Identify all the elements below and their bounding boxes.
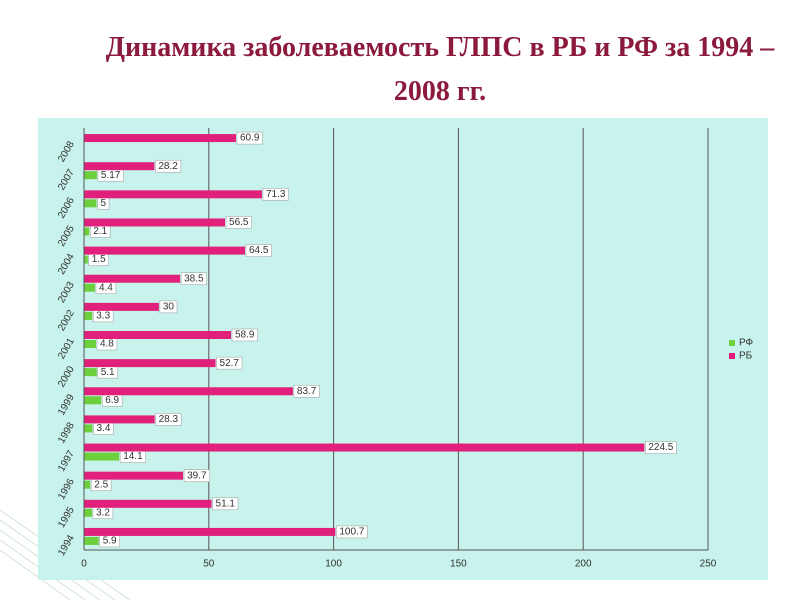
- x-tick-label: 150: [450, 559, 467, 570]
- bar: [84, 424, 93, 433]
- value-label: 2.1: [93, 226, 107, 237]
- value-label-box: [212, 497, 239, 511]
- value-label: 6.9: [105, 395, 119, 406]
- bar: [84, 536, 99, 545]
- value-label: 1.5: [92, 254, 106, 265]
- bar: [84, 471, 184, 480]
- x-tick-label: 200: [575, 559, 592, 570]
- value-label-box: [293, 385, 320, 398]
- bar: [84, 443, 645, 452]
- bar: [84, 331, 232, 339]
- value-label: 3.4: [96, 423, 110, 434]
- value-label: 83.7: [297, 386, 317, 397]
- value-label-box: [262, 188, 289, 201]
- bar: [84, 396, 102, 405]
- bar: [84, 302, 159, 311]
- x-tick-label: 100: [325, 559, 342, 570]
- value-label-box: [155, 413, 182, 426]
- bar: [84, 255, 88, 264]
- bar: [84, 359, 216, 368]
- value-label: 60.9: [240, 133, 260, 144]
- legend-swatch: [729, 353, 735, 359]
- value-label: 3.2: [96, 507, 110, 518]
- value-label: 64.5: [249, 245, 269, 256]
- value-label: 39.7: [187, 470, 207, 481]
- x-tick-label: 0: [81, 559, 87, 570]
- value-label: 56.5: [229, 217, 249, 228]
- value-label: 52.7: [220, 358, 240, 369]
- value-label-box: [231, 328, 258, 342]
- value-label-box: [159, 300, 178, 314]
- value-label-box: [336, 525, 368, 539]
- bar: [84, 274, 181, 283]
- value-label: 38.5: [184, 273, 204, 284]
- value-label: 58.9: [235, 330, 255, 341]
- value-label: 28.3: [159, 414, 179, 425]
- chart-panel: [38, 118, 768, 580]
- value-label-box: [155, 159, 182, 173]
- value-label: 14.1: [123, 451, 143, 462]
- bar: [84, 218, 226, 227]
- bar: [84, 452, 120, 461]
- chart-title: Динамика заболеваемость ГЛПС в РБ и РФ з…: [105, 32, 775, 107]
- bar: [84, 508, 92, 517]
- value-label: 100.7: [339, 527, 364, 538]
- value-label-box: [225, 216, 252, 229]
- bar: [84, 311, 93, 320]
- bar: [84, 387, 293, 396]
- value-label: 71.3: [266, 189, 286, 200]
- x-tick-label: 50: [203, 559, 215, 570]
- value-label: 4.4: [99, 282, 113, 293]
- bar: [84, 246, 245, 255]
- value-label: 30: [163, 302, 175, 313]
- bar: [84, 368, 97, 377]
- value-label-box: [236, 131, 263, 145]
- value-label-box: [645, 441, 677, 454]
- bar: [84, 283, 95, 292]
- legend-label: РБ: [739, 351, 753, 362]
- bar: [84, 227, 90, 236]
- bar: [84, 171, 97, 180]
- value-label-box: [216, 356, 243, 370]
- bar: [84, 499, 212, 508]
- value-label: 2.5: [94, 479, 108, 490]
- bar: [84, 134, 237, 143]
- legend-label: РФ: [739, 338, 754, 349]
- bar: [84, 199, 97, 208]
- value-label: 3.3: [96, 311, 110, 322]
- bar: [84, 162, 155, 171]
- value-label: 4.8: [100, 339, 114, 350]
- value-label: 5.9: [103, 536, 117, 547]
- legend-swatch: [729, 340, 735, 346]
- x-tick-label: 250: [700, 559, 717, 570]
- value-label: 5.1: [101, 367, 115, 378]
- value-label: 5: [100, 198, 106, 209]
- value-label-box: [183, 469, 210, 482]
- bar: [84, 480, 91, 489]
- value-label: 224.5: [648, 442, 673, 453]
- bar: [84, 340, 96, 348]
- bar: [84, 527, 336, 536]
- bar: [84, 415, 155, 424]
- value-label: 28.2: [158, 161, 178, 172]
- value-label: 51.1: [216, 498, 236, 509]
- value-label: 5.17: [101, 170, 121, 181]
- value-label-box: [245, 244, 272, 257]
- value-label-box: [180, 272, 207, 285]
- bar: [84, 190, 262, 199]
